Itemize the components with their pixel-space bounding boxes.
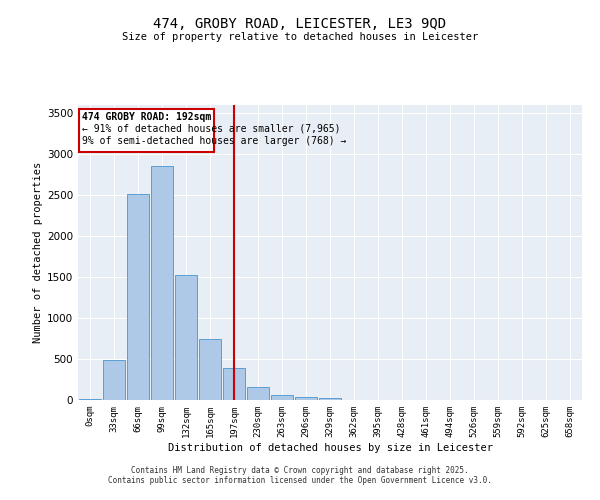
- Bar: [223, 368, 245, 400]
- FancyBboxPatch shape: [79, 109, 214, 152]
- Bar: [295, 396, 317, 400]
- Bar: [79, 399, 101, 400]
- Text: 474 GROBY ROAD: 192sqm: 474 GROBY ROAD: 192sqm: [82, 112, 211, 122]
- Text: Size of property relative to detached houses in Leicester: Size of property relative to detached ho…: [122, 32, 478, 42]
- Text: 474, GROBY ROAD, LEICESTER, LE3 9QD: 474, GROBY ROAD, LEICESTER, LE3 9QD: [154, 18, 446, 32]
- Bar: [151, 166, 173, 400]
- X-axis label: Distribution of detached houses by size in Leicester: Distribution of detached houses by size …: [167, 442, 493, 452]
- Bar: [199, 338, 221, 400]
- Y-axis label: Number of detached properties: Number of detached properties: [33, 162, 43, 343]
- Text: ← 91% of detached houses are smaller (7,965): ← 91% of detached houses are smaller (7,…: [82, 123, 341, 133]
- Bar: [127, 194, 149, 400]
- Text: Contains HM Land Registry data © Crown copyright and database right 2025.
Contai: Contains HM Land Registry data © Crown c…: [108, 466, 492, 485]
- Bar: [175, 274, 197, 400]
- Bar: [103, 360, 125, 400]
- Bar: [319, 398, 341, 400]
- Text: 9% of semi-detached houses are larger (768) →: 9% of semi-detached houses are larger (7…: [82, 136, 346, 146]
- Bar: [271, 394, 293, 400]
- Bar: [247, 388, 269, 400]
